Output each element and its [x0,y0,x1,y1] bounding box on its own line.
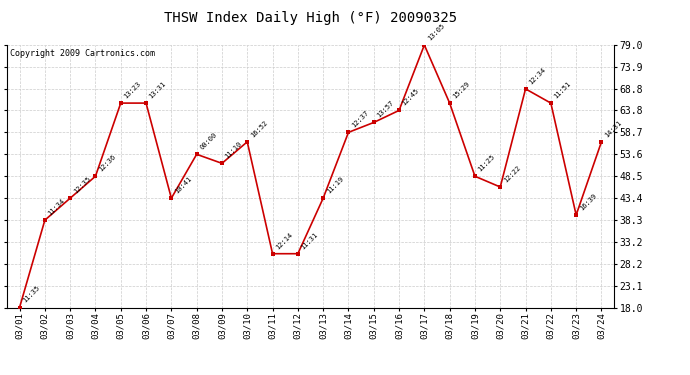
Text: THSW Index Daily High (°F) 20090325: THSW Index Daily High (°F) 20090325 [164,11,457,25]
Text: 11:31: 11:31 [300,231,319,250]
Text: 12:45: 12:45 [401,88,420,107]
Text: 13:57: 13:57 [376,100,395,119]
Text: 16:52: 16:52 [249,119,268,138]
Text: 11:34: 11:34 [47,197,66,217]
Text: 12:36: 12:36 [97,153,117,173]
Text: 00:00: 00:00 [199,132,218,151]
Text: 14:31: 14:31 [604,119,623,138]
Text: 11:19: 11:19 [325,176,344,195]
Text: 11:10: 11:10 [224,141,244,160]
Text: 13:23: 13:23 [123,80,142,100]
Text: 15:29: 15:29 [452,80,471,100]
Text: 12:14: 12:14 [275,231,294,250]
Text: 11:25: 11:25 [477,153,496,173]
Text: 13:05: 13:05 [426,22,446,42]
Text: 12:22: 12:22 [502,164,522,184]
Text: 11:35: 11:35 [21,285,41,304]
Text: 13:31: 13:31 [148,80,168,100]
Text: 11:51: 11:51 [553,80,572,100]
Text: 12:35: 12:35 [72,176,92,195]
Text: 12:37: 12:37 [351,110,370,129]
Text: 16:39: 16:39 [578,192,598,211]
Text: 12:34: 12:34 [528,66,547,86]
Text: Copyright 2009 Cartronics.com: Copyright 2009 Cartronics.com [10,49,155,58]
Text: 10:41: 10:41 [173,176,193,195]
